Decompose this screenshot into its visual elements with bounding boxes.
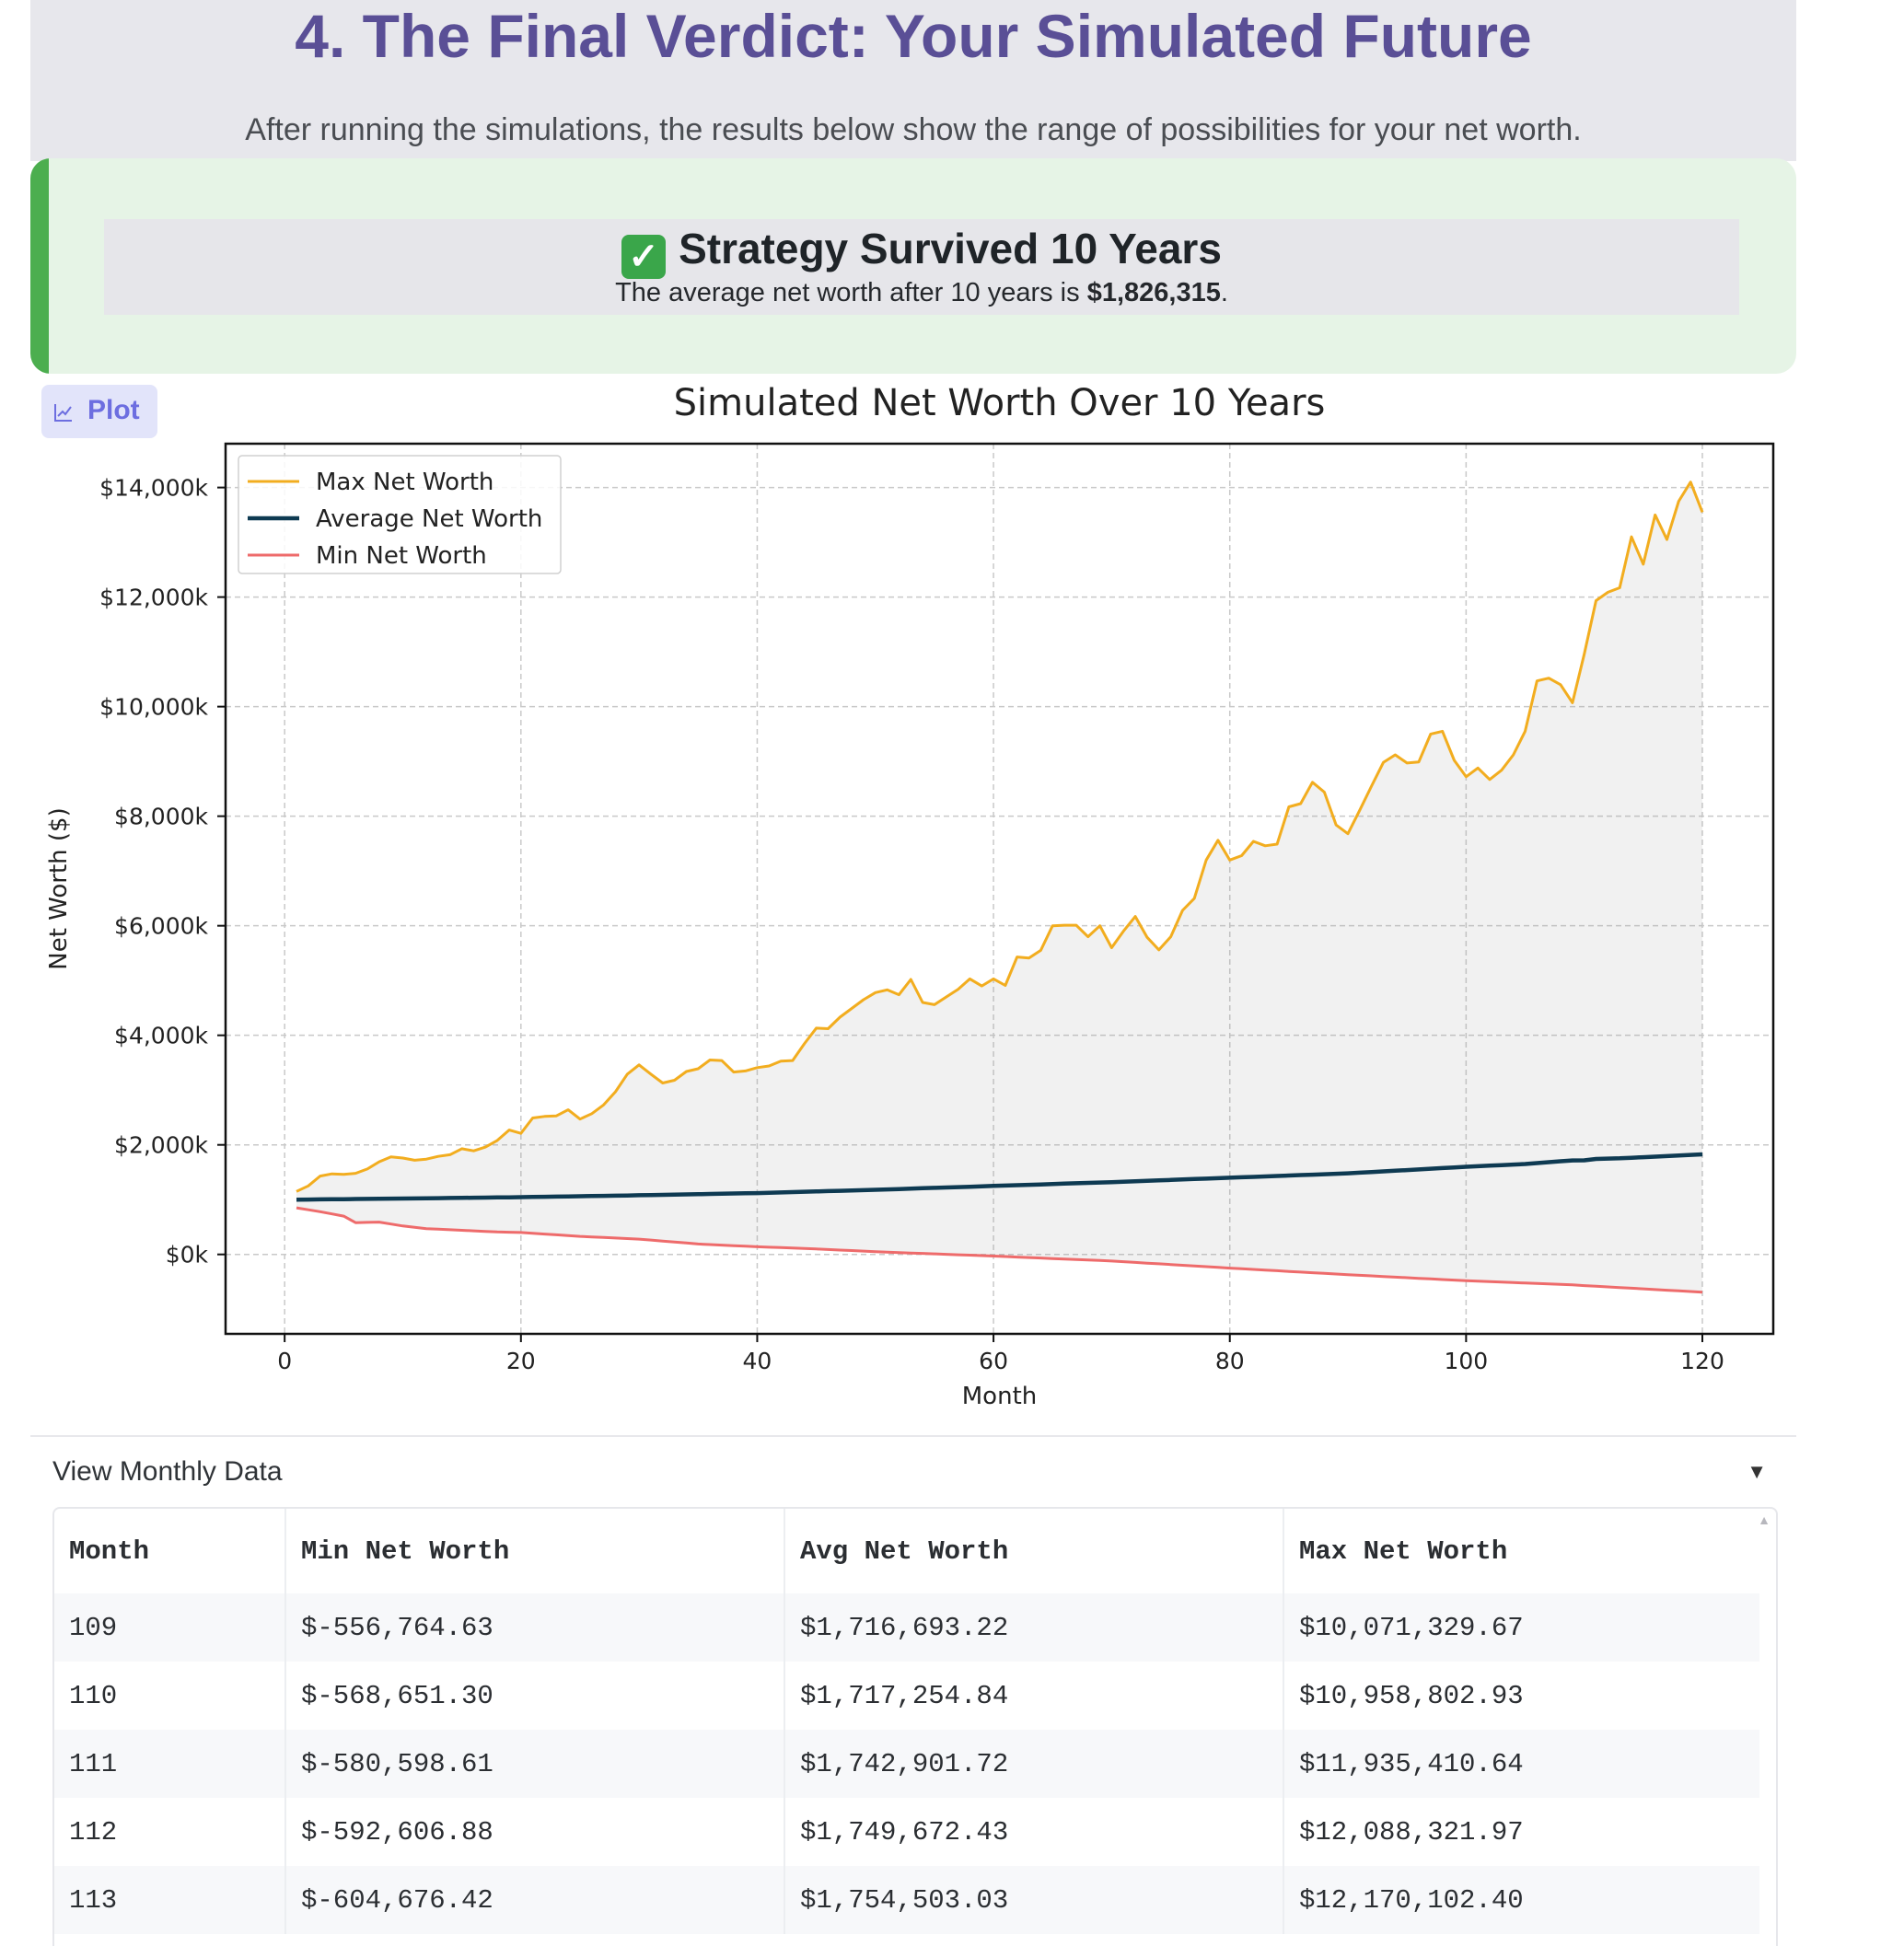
column-header-max[interactable]: Max Net Worth: [1299, 1535, 1508, 1567]
view-monthly-data-expander[interactable]: View Monthly Data ▼: [52, 1450, 1774, 1494]
y-tick-label: $4,000k: [114, 1023, 208, 1049]
verdict-headline: ✓ Strategy Survived 10 Years: [104, 223, 1739, 279]
cell-max: $10,071,329.67: [1283, 1593, 1759, 1662]
y-tick-label: $0k: [166, 1242, 209, 1268]
plot-tab-label: Plot: [87, 395, 140, 425]
cell-max: $10,958,802.93: [1299, 1680, 1524, 1711]
y-tick-label: $6,000k: [114, 913, 208, 940]
table-row: 112 $-592,606.88 $1,749,672.43 $12,088,3…: [54, 1798, 1759, 1866]
cell-avg: $1,717,254.84: [784, 1662, 1284, 1730]
cell-avg: $1,716,693.22: [784, 1593, 1284, 1662]
x-tick-label: 40: [743, 1348, 772, 1374]
verdict-box: ✓ Strategy Survived 10 Years The average …: [104, 219, 1739, 315]
table-row: 110 $-568,651.30 $1,717,254.84 $10,958,8…: [54, 1662, 1759, 1730]
monthly-data-table[interactable]: Month Min Net Worth Avg Net Worth Max Ne…: [52, 1507, 1778, 1946]
page-title: 4. The Final Verdict: Your Simulated Fut…: [295, 2, 1532, 70]
verdict-body-suffix: .: [1220, 278, 1228, 307]
cell-month: 110: [54, 1662, 286, 1730]
net-worth-chart: 0 20 40 60 80 100 120 $0k $2,000k $4,000k $6,000k $…: [45, 382, 1775, 1410]
cell-max: $12,088,321.97: [1299, 1816, 1524, 1848]
column-header-month[interactable]: Month: [54, 1509, 286, 1593]
legend-label: Min Net Worth: [316, 542, 487, 570]
chevron-down-icon: ▼: [1747, 1460, 1767, 1483]
verdict-headline-text: Strategy Survived 10 Years: [679, 225, 1222, 272]
x-axis-label: Month: [962, 1383, 1038, 1410]
scroll-up-icon[interactable]: ▲: [1758, 1512, 1770, 1527]
cell-min: $-556,764.63: [285, 1593, 785, 1662]
cell-month: 113: [54, 1866, 286, 1934]
average-net-worth-value: $1,826,315: [1086, 278, 1221, 307]
cell-avg: $1,754,503.03: [784, 1866, 1284, 1934]
cell-max: $11,935,410.64: [1283, 1730, 1759, 1798]
cell-min: $-568,651.30: [285, 1662, 785, 1730]
y-tick-label: $2,000k: [114, 1132, 208, 1159]
plot-frame: [224, 442, 1775, 1336]
cell-max: $12,170,102.40: [1283, 1866, 1759, 1934]
x-tick-label: 20: [506, 1348, 536, 1374]
series-line-average-net-worth: [296, 1152, 1703, 1202]
table-row: 109 $-556,764.63 $1,716,693.22 $10,071,3…: [54, 1593, 1759, 1662]
plot-tab[interactable]: Plot: [41, 385, 157, 438]
table-header-row: Month Min Net Worth Avg Net Worth Max Ne…: [54, 1509, 1759, 1593]
cell-min: $-604,676.42: [285, 1866, 785, 1934]
x-tick-label: 100: [1445, 1348, 1489, 1374]
expander-label: View Monthly Data: [52, 1456, 283, 1487]
table-row: 113 $-604,676.42 $1,754,503.03 $12,170,1…: [54, 1866, 1759, 1934]
y-tick-label: $12,000k: [99, 585, 208, 611]
cell-month: 111: [54, 1730, 286, 1798]
y-axis-label: Net Worth ($): [45, 807, 73, 969]
y-tick-label: $10,000k: [99, 694, 208, 721]
verdict-card: ✓ Strategy Survived 10 Years The average …: [30, 158, 1796, 374]
legend-label: Max Net Worth: [316, 469, 493, 496]
x-tick-label: 120: [1680, 1348, 1724, 1374]
range-fill-area: [296, 481, 1702, 1292]
cell-month: 112: [54, 1798, 286, 1866]
x-tick-label: 80: [1215, 1348, 1245, 1374]
table-row: 111 $-580,598.61 $1,742,901.72 $11,935,4…: [54, 1730, 1759, 1798]
monthly-table: Month Min Net Worth Avg Net Worth Max Ne…: [54, 1509, 1759, 1934]
y-tick-label: $14,000k: [99, 475, 208, 502]
verdict-body: The average net worth after 10 years is …: [104, 276, 1739, 309]
cell-min: $-580,598.61: [285, 1730, 785, 1798]
chart-icon: [54, 404, 72, 422]
cell-avg: $1,749,672.43: [784, 1798, 1284, 1866]
x-tick-label: 60: [979, 1348, 1008, 1374]
cell-month: 109: [54, 1593, 286, 1662]
column-header-avg[interactable]: Avg Net Worth: [784, 1509, 1284, 1593]
column-header-min[interactable]: Min Net Worth: [285, 1509, 785, 1593]
divider: [30, 1435, 1796, 1437]
verdict-body-prefix: The average net worth after 10 years is: [615, 278, 1087, 307]
cell-avg: $1,742,901.72: [784, 1730, 1284, 1798]
legend-box: [238, 455, 562, 574]
series-line-min-net-worth: [296, 1206, 1703, 1294]
y-tick-label: $8,000k: [114, 804, 208, 830]
chart-title: Simulated Net Worth Over 10 Years: [674, 382, 1326, 424]
check-mark-icon: ✓: [621, 235, 667, 279]
verdict-accent-bar: [30, 158, 49, 374]
page-subtitle: After running the simulations, the resul…: [245, 112, 1582, 147]
x-tick-label: 0: [277, 1348, 292, 1374]
cell-min: $-592,606.88: [285, 1798, 785, 1866]
header-band: 4. The Final Verdict: Your Simulated Fut…: [30, 0, 1796, 161]
legend-label: Average Net Worth: [316, 505, 542, 533]
series-line-max-net-worth: [296, 481, 1704, 1193]
results-panel: 4. The Final Verdict: Your Simulated Fut…: [30, 0, 1796, 1946]
